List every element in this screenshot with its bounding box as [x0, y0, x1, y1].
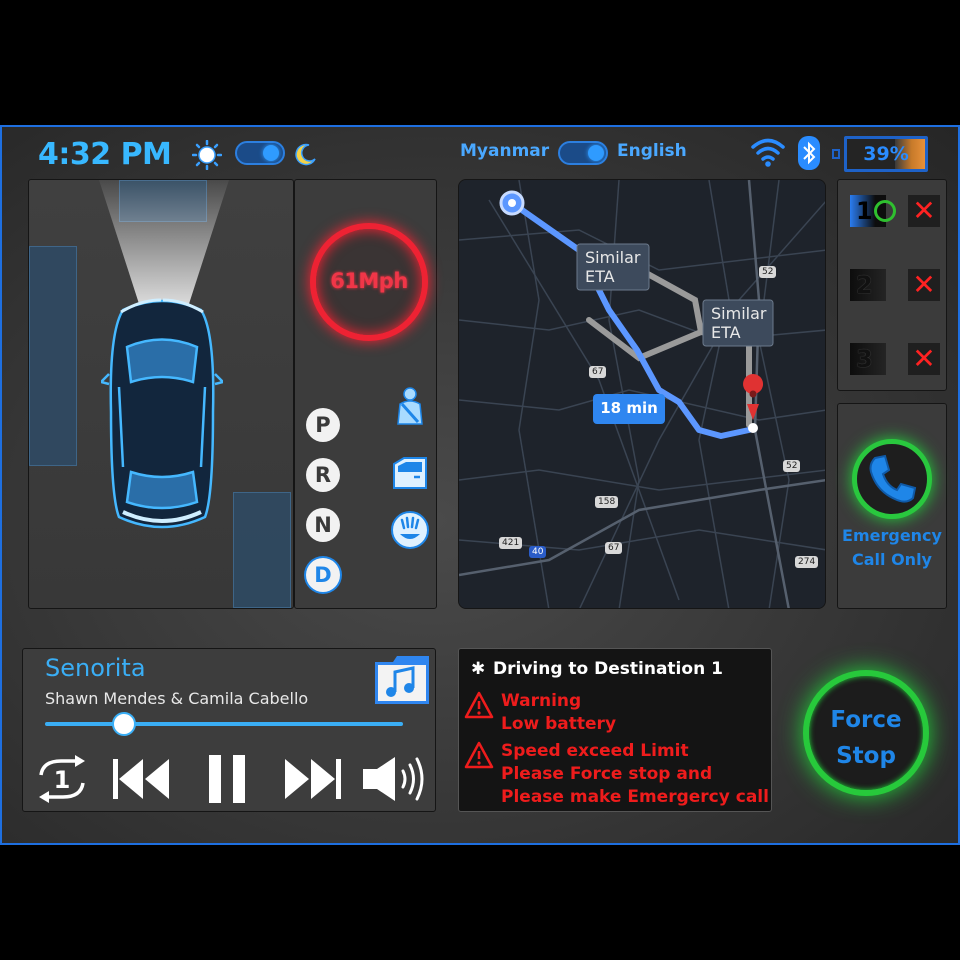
headlight-beam	[99, 180, 229, 310]
battery-indicator: 39%	[832, 136, 928, 172]
destination-number: 2	[850, 269, 886, 301]
force-stop-line1: Force	[830, 707, 902, 733]
language-toggle[interactable]	[558, 141, 608, 165]
route-label-2[interactable]: Similar ETA	[711, 304, 767, 342]
previous-track-icon[interactable]	[111, 753, 173, 805]
force-stop-label: Force Stop	[809, 702, 923, 774]
remove-destination-button[interactable]: ✕	[908, 195, 940, 227]
destination-list: 1 ✕ 2 ✕ 3 ✕	[837, 179, 947, 391]
emergency-call-button[interactable]	[852, 439, 932, 519]
force-stop-button[interactable]: Force Stop	[803, 670, 929, 796]
route-label-1[interactable]: Similar ETA	[585, 248, 641, 286]
language-myanmar[interactable]: Myanmar	[460, 141, 550, 161]
active-ring-icon	[874, 200, 896, 222]
remove-destination-button[interactable]: ✕	[908, 343, 940, 375]
alert-line: Warning	[501, 691, 582, 711]
pause-icon[interactable]	[203, 753, 253, 805]
road-shield: 67	[605, 542, 623, 554]
battery-percent: 39%	[863, 143, 909, 165]
destination-row[interactable]: 1 ✕	[846, 195, 941, 229]
remove-destination-button[interactable]: ✕	[908, 269, 940, 301]
speedometer: 61Mph	[310, 223, 428, 341]
alert-low-battery: Warning Low battery	[501, 690, 616, 736]
emergency-label-line2: Call Only	[852, 550, 932, 569]
destination-number: 3	[850, 343, 886, 375]
battery-terminal	[832, 149, 840, 159]
force-stop-line2: Stop	[836, 743, 896, 769]
road-shield: 158	[595, 496, 619, 508]
navigation-status: ✱ Driving to Destination 1	[471, 659, 723, 679]
alert-line: Low battery	[501, 714, 617, 734]
wifi-icon	[751, 138, 785, 167]
bluetooth-icon	[798, 136, 820, 170]
language-english[interactable]: English	[617, 141, 687, 161]
warning-icon	[464, 741, 494, 769]
battery-fill	[894, 139, 925, 169]
navigation-map[interactable]: Similar ETA Similar ETA 18 min 52 67 52 …	[458, 179, 826, 609]
alerts-panel: ✱ Driving to Destination 1 Warning Low ba…	[458, 648, 772, 812]
media-player: Senorita Shawn Mendes & Camila Cabello 1	[22, 648, 436, 812]
alert-speed-limit: Speed exceed Limit Please Force stop and…	[501, 740, 769, 809]
clock: 4:32 PM	[38, 137, 172, 172]
moon-icon	[295, 143, 316, 166]
seatbelt-icon	[397, 387, 423, 425]
song-title: Senorita	[45, 654, 146, 682]
alert-line: Speed exceed Limit	[501, 741, 689, 761]
toggle-knob	[263, 145, 279, 161]
emergency-label: Emergency Call Only	[838, 524, 946, 572]
road-shield: 52	[783, 460, 801, 472]
progress-track[interactable]	[45, 722, 403, 726]
progress-thumb[interactable]	[111, 712, 136, 736]
drive-panel: 61Mph P R N D	[294, 179, 437, 609]
road-shield: 40	[529, 546, 547, 558]
phone-icon	[869, 454, 917, 503]
destination-row[interactable]: 2 ✕	[846, 269, 941, 303]
map-canvas[interactable]	[459, 180, 826, 609]
road-shield: 274	[795, 556, 819, 568]
toggle-knob	[588, 145, 604, 161]
alert-line: Please Force stop and	[501, 764, 713, 784]
eta-label: 18 min	[600, 399, 658, 417]
theme-toggle[interactable]	[235, 141, 285, 165]
sun-icon	[192, 140, 222, 170]
car-sensor-panel	[28, 179, 294, 609]
battery-body: 39%	[844, 136, 928, 172]
volume-icon[interactable]	[361, 753, 429, 805]
gear-n[interactable]: N	[306, 508, 340, 542]
next-track-icon[interactable]	[281, 753, 343, 805]
alert-line: Please make Emergercy call	[501, 787, 769, 807]
sensor-zone-rear-right	[233, 492, 291, 608]
sensor-zone-left	[29, 246, 77, 466]
headlight-icon	[391, 511, 429, 549]
warning-icon	[464, 691, 494, 719]
music-library-icon[interactable]	[373, 654, 431, 706]
emergency-panel: Emergency Call Only	[837, 403, 947, 609]
svg-text:1: 1	[54, 766, 71, 794]
emergency-label-line1: Emergency	[842, 526, 942, 545]
navigation-status-text: Driving to Destination 1	[493, 659, 723, 679]
road-shield: 421	[499, 537, 523, 549]
gear-r[interactable]: R	[306, 458, 340, 492]
road-shield: 52	[759, 266, 777, 278]
asterisk-icon: ✱	[471, 659, 486, 679]
road-shield: 67	[589, 366, 607, 378]
dashboard-screen: 4:32 PM Myanmar English 39%	[0, 125, 960, 845]
destination-row[interactable]: 3 ✕	[846, 343, 941, 377]
gear-p[interactable]: P	[306, 408, 340, 442]
gear-d[interactable]: D	[306, 558, 340, 592]
repeat-one-icon[interactable]: 1	[31, 753, 93, 805]
car-icon	[101, 298, 223, 529]
speed-value: 61Mph	[330, 269, 408, 293]
door-icon	[393, 457, 427, 489]
song-artist: Shawn Mendes & Camila Cabello	[45, 689, 309, 708]
